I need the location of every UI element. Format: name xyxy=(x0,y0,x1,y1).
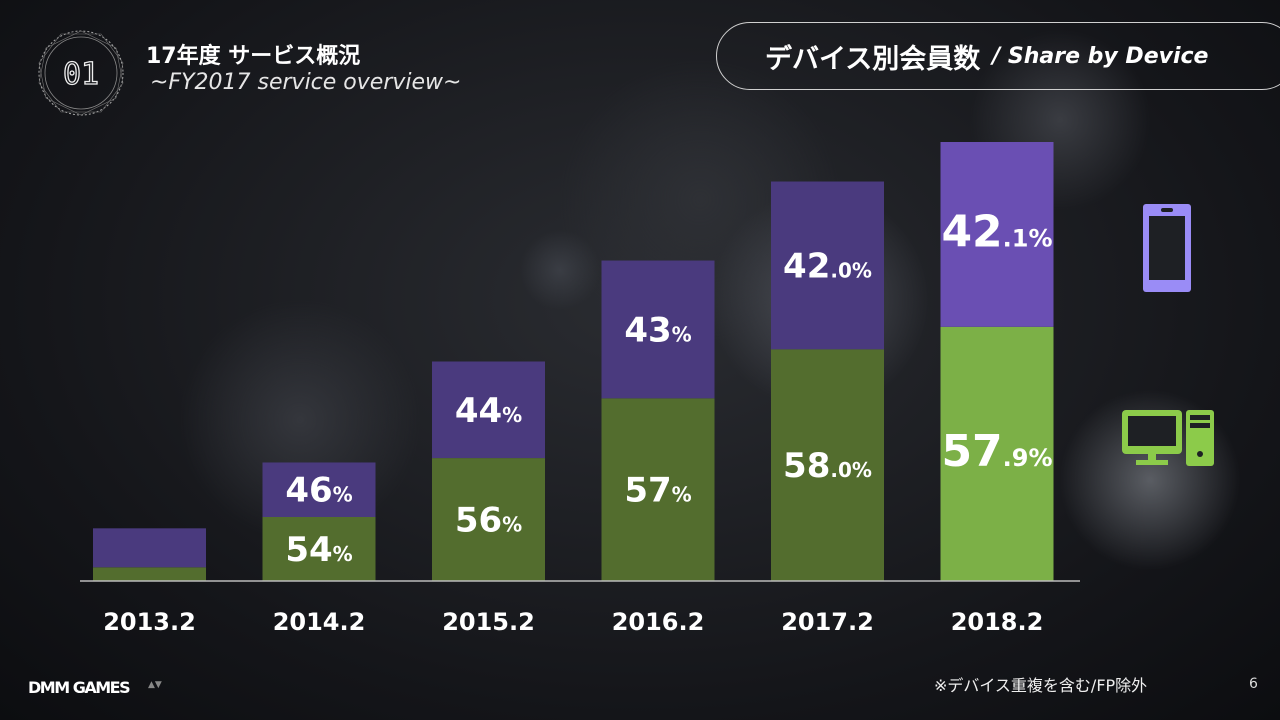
section-title: 17年度 サービス概況 xyxy=(146,44,361,69)
slide-title-pill: デバイス別会員数 / Share by Device xyxy=(716,22,1280,90)
x-tick-label: 2013.2 xyxy=(103,608,196,636)
slide-title-jp: デバイス別会員数 xyxy=(765,43,981,75)
logo-arrows-icon: ▲▼ xyxy=(148,680,162,690)
slide-title-en: / Share by Device xyxy=(992,43,1209,69)
bar-pc-2017.2 xyxy=(771,349,884,581)
x-tick-label: 2015.2 xyxy=(442,608,535,636)
footnote: ※デバイス重複を含む/FP除外 xyxy=(934,676,1148,695)
label-smartphone-2018.2: 42.1% xyxy=(941,206,1052,257)
bar-smartphone-2017.2 xyxy=(771,181,884,350)
dmm-games-logo: DMM GAMES xyxy=(28,678,131,697)
smartphone-icon xyxy=(1143,204,1191,292)
bar-smartphone-2018.2 xyxy=(940,142,1054,327)
bar-pc-2013.2 xyxy=(93,567,206,581)
desktop-pc-icon xyxy=(1122,410,1214,466)
bar-pc-2014.2 xyxy=(262,516,376,581)
svg-text:01: 01 xyxy=(63,57,99,92)
label-smartphone-2017.2: 42.0% xyxy=(783,246,872,286)
section-subtitle: ~FY2017 service overview~ xyxy=(150,70,462,95)
label-pc-2015.2: 56% xyxy=(455,501,522,541)
x-tick-label: 2017.2 xyxy=(781,608,874,636)
label-smartphone-2014.2: 46% xyxy=(285,471,352,511)
label-pc-2017.2: 58.0% xyxy=(783,446,872,486)
page-number: 6 xyxy=(1249,676,1258,692)
bar-smartphone-2013.2 xyxy=(93,528,206,568)
section-number-badge: 01 xyxy=(38,30,124,116)
label-pc-2016.2: 57% xyxy=(624,471,691,511)
label-smartphone-2015.2: 44% xyxy=(455,391,522,431)
bar-pc-2016.2 xyxy=(601,398,715,581)
x-tick-label: 2014.2 xyxy=(273,608,366,636)
label-pc-2018.2: 57.9% xyxy=(941,426,1052,477)
label-pc-2014.2: 54% xyxy=(285,530,352,570)
bar-smartphone-2015.2 xyxy=(432,361,545,459)
bar-pc-2018.2 xyxy=(940,326,1054,581)
bar-pc-2015.2 xyxy=(432,458,545,581)
x-tick-label: 2018.2 xyxy=(951,608,1044,636)
bar-smartphone-2014.2 xyxy=(262,462,376,517)
x-tick-label: 2016.2 xyxy=(612,608,705,636)
label-smartphone-2016.2: 43% xyxy=(624,310,691,350)
bar-smartphone-2016.2 xyxy=(601,260,715,399)
